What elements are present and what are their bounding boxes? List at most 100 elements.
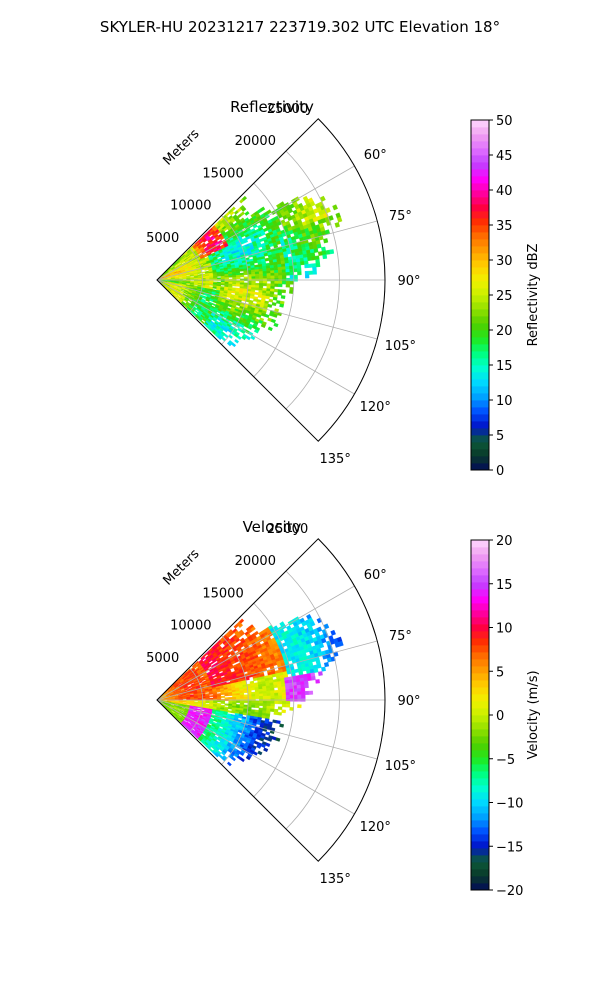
- reflectivity-colorbar-segment: [471, 414, 489, 422]
- reflectivity-range-tick-label: 15000: [202, 166, 243, 181]
- reflectivity-echo-gate: [304, 263, 309, 269]
- reflectivity-echo-gate: [311, 263, 317, 268]
- reflectivity-echo-gate: [289, 274, 295, 279]
- velocity-sector-outline: [156, 538, 386, 862]
- velocity-echo-gate: [182, 698, 187, 700]
- reflectivity-colorbar-segment: [471, 197, 489, 205]
- reflectivity-colorbar-segment: [471, 169, 489, 177]
- reflectivity-echo-gate: [231, 290, 236, 294]
- reflectivity-colorbar-tick-label: 15: [496, 359, 513, 374]
- reflectivity-echo-gate: [241, 195, 248, 201]
- velocity-echo-gate: [285, 691, 291, 696]
- velocity-colorbar-segment: [471, 694, 489, 702]
- reflectivity-echo-gate: [285, 271, 291, 276]
- reflectivity-colorbar-segment: [471, 400, 489, 408]
- reflectivity-echo-gate: [296, 264, 302, 269]
- reflectivity-echo-gate: [235, 284, 241, 287]
- reflectivity-echo-gate: [280, 295, 286, 300]
- velocity-colorbar-tick-label: −15: [496, 840, 523, 855]
- reflectivity-echo-gate: [281, 269, 287, 273]
- reflectivity-azimuth-tick-label: 120°: [360, 400, 391, 415]
- reflectivity-echo-gate: [258, 273, 264, 277]
- reflectivity-azimuth-tick-label: 105°: [385, 339, 416, 354]
- reflectivity-colorbar-tick-label: 10: [496, 394, 513, 409]
- reflectivity-echo-gate: [260, 323, 266, 329]
- reflectivity-echo-gate: [315, 259, 320, 264]
- reflectivity-echo-gate: [243, 239, 249, 244]
- velocity-echo-gate: [232, 695, 237, 698]
- velocity-echo-gate: [279, 723, 285, 728]
- reflectivity-colorbar-segment: [471, 246, 489, 254]
- reflectivity-azimuth-line: [156, 220, 378, 281]
- velocity-echo-gate: [243, 700, 248, 704]
- velocity-echo-gate: [236, 696, 241, 700]
- velocity-colorbar-tick-label: 0: [496, 709, 504, 724]
- velocity-echo-gate: [274, 695, 279, 699]
- velocity-echo-gate: [265, 742, 271, 748]
- reflectivity-colorbar-segment: [471, 204, 489, 212]
- reflectivity-echo-gate: [243, 276, 248, 280]
- velocity-echo-gate: [277, 689, 283, 694]
- velocity-echo-gate: [239, 751, 245, 757]
- reflectivity-colorbar-segment: [471, 148, 489, 156]
- reflectivity-colorbar-label: Reflectivity dBZ: [526, 244, 541, 347]
- velocity-echo-gate: [297, 691, 302, 696]
- reflectivity-echo-gate: [231, 342, 237, 348]
- reflectivity-echo-gate: [236, 276, 241, 280]
- velocity-echo-gate: [259, 695, 264, 699]
- reflectivity-echo-gate: [281, 289, 286, 294]
- velocity-echo-gate: [300, 691, 306, 696]
- reflectivity-colorbar-tick-label: 50: [496, 114, 513, 129]
- reflectivity-echo-gate: [274, 280, 279, 285]
- reflectivity-colorbar-segment: [471, 309, 489, 317]
- reflectivity-echo-gate: [281, 266, 286, 271]
- reflectivity-echo-gate: [223, 333, 229, 339]
- reflectivity-colorbar-tick-label: 25: [496, 289, 513, 304]
- reflectivity-colorbar-segment: [471, 337, 489, 345]
- velocity-echo-gate: [239, 618, 245, 624]
- velocity-echo-gate: [262, 700, 268, 704]
- reflectivity-echo-gate: [285, 265, 290, 270]
- reflectivity-colorbar-segment: [471, 463, 489, 471]
- velocity-echo-gate: [226, 761, 232, 767]
- reflectivity-colorbar-tick-label: 40: [496, 184, 513, 199]
- velocity-colorbar-segment: [471, 722, 489, 730]
- velocity-colorbar-segment: [471, 778, 489, 786]
- velocity-echo-gate: [251, 693, 256, 697]
- reflectivity-echo-gate: [303, 260, 309, 265]
- reflectivity-echo-gate: [274, 275, 279, 279]
- velocity-colorbar-segment: [471, 687, 489, 695]
- reflectivity-echo-gate: [273, 267, 279, 271]
- velocity-colorbar-segment: [471, 862, 489, 870]
- velocity-colorbar-segment: [471, 645, 489, 653]
- velocity-echo-gate: [236, 700, 241, 703]
- reflectivity-echo-gate: [255, 276, 260, 279]
- velocity-echo-gate: [285, 703, 291, 708]
- velocity-colorbar-segment: [471, 624, 489, 632]
- reflectivity-echo-gate: [212, 286, 217, 289]
- velocity-echo-gate: [281, 686, 286, 691]
- velocity-echo-gate: [300, 687, 306, 692]
- reflectivity-echo-gate: [332, 204, 338, 211]
- velocity-colorbar-segment: [471, 883, 489, 891]
- reflectivity-echo-gate: [236, 335, 242, 340]
- reflectivity-echo-gate: [264, 257, 270, 262]
- reflectivity-echo-gate: [274, 269, 279, 274]
- velocity-echo-gate: [289, 685, 294, 690]
- reflectivity-colorbar-segment: [471, 428, 489, 436]
- reflectivity-echo-gate: [244, 211, 250, 216]
- velocity-echo-gate: [186, 698, 191, 700]
- velocity-colorbar-segment: [471, 631, 489, 639]
- velocity-echo-gate: [297, 694, 302, 699]
- reflectivity-echo-gate: [262, 280, 268, 284]
- velocity-colorbar: −20 −15 −10 −5 0 5 10 15 20 Velocity (m/s): [470, 534, 541, 899]
- velocity-colorbar-segment: [471, 736, 489, 744]
- reflectivity-echo-gate: [304, 274, 310, 279]
- reflectivity-echo-gate: [253, 328, 260, 334]
- reflectivity-echo-gate: [277, 291, 282, 296]
- velocity-echo-gate: [255, 696, 260, 699]
- velocity-echo-gate: [270, 703, 275, 707]
- velocity-range-tick-label: 10000: [170, 619, 211, 634]
- velocity-echo-gate: [275, 737, 281, 742]
- reflectivity-colorbar-segment: [471, 176, 489, 184]
